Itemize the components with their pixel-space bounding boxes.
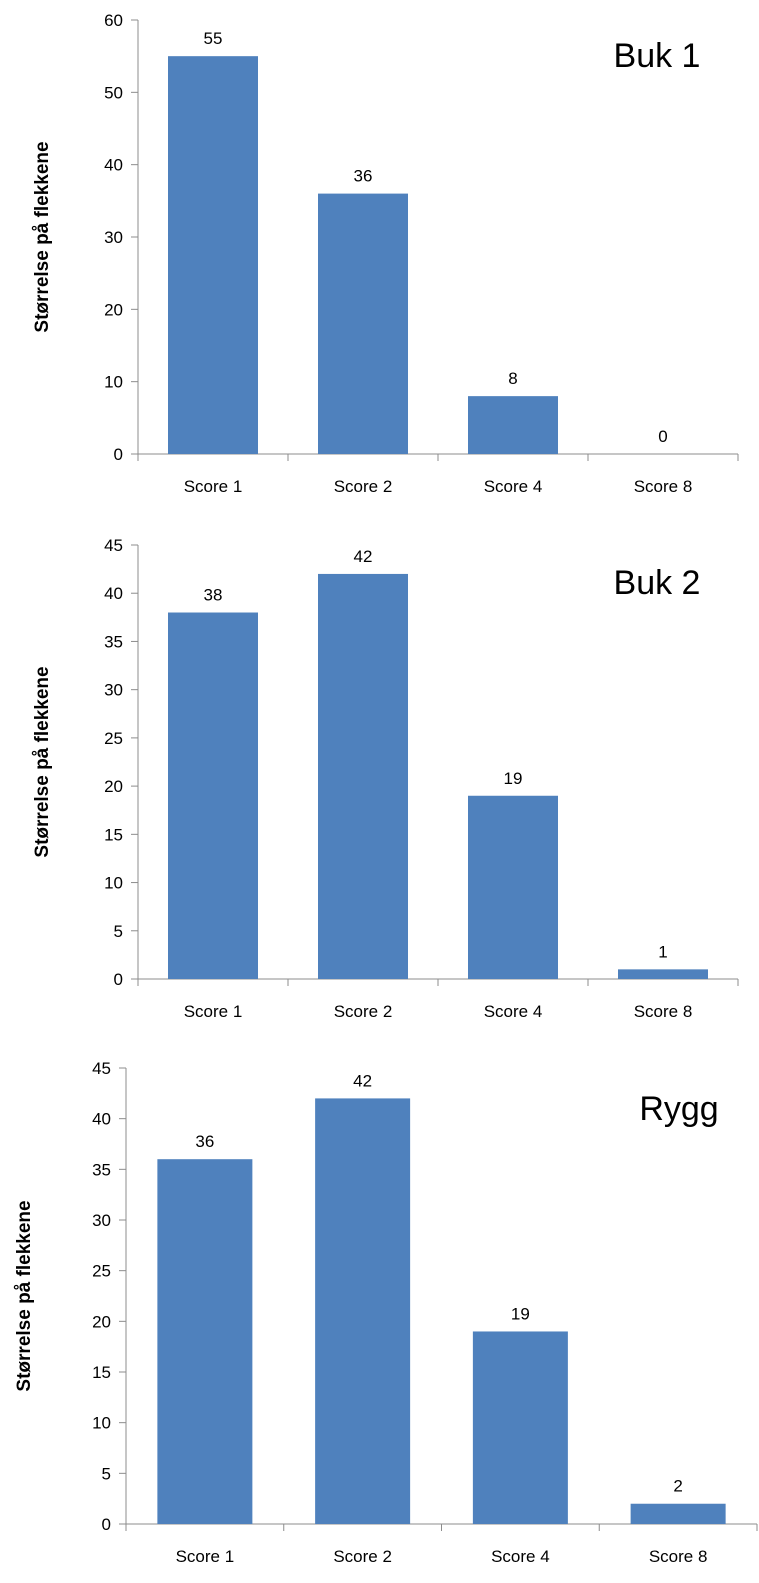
data-label: 19 [504,769,523,788]
y-tick-label: 20 [104,300,123,319]
data-label: 8 [508,369,517,388]
bar [468,795,558,979]
y-tick-label: 30 [104,228,123,247]
data-label: 36 [195,1132,214,1151]
y-tick-label: 50 [104,83,123,102]
y-tick-label: 35 [104,632,123,651]
x-tick-label: Score 1 [176,1547,235,1566]
data-label: 42 [354,547,373,566]
x-tick-label: Score 2 [334,1002,393,1021]
y-axis-title: Størrelse på flekkene [32,666,53,857]
bar [318,573,408,979]
y-tick-label: 45 [104,536,123,555]
chart-title: Buk 2 [614,564,701,602]
y-tick-label: 60 [104,11,123,30]
y-tick-label: 30 [92,1211,111,1230]
data-label: 1 [658,942,667,961]
chart-title: Rygg [639,1090,718,1128]
data-label: 42 [353,1071,372,1090]
y-tick-label: 5 [102,1464,111,1483]
y-tick-label: 10 [104,373,123,392]
data-label: 19 [511,1304,530,1323]
bar [318,193,408,454]
x-tick-label: Score 8 [649,1547,708,1566]
y-tick-label: 45 [92,1059,111,1078]
y-tick-label: 15 [104,825,123,844]
y-tick-label: 10 [92,1414,111,1433]
y-tick-label: 0 [102,1515,111,1534]
bar [630,1503,726,1524]
y-tick-label: 10 [104,874,123,893]
y-tick-label: 25 [104,729,123,748]
y-tick-label: 40 [104,156,123,175]
x-tick-label: Score 1 [184,1002,243,1021]
bar [472,1331,568,1524]
y-tick-label: 25 [92,1262,111,1281]
y-axis-title: Størrelse på flekkene [14,1200,35,1391]
bar [168,56,258,455]
x-tick-label: Score 4 [491,1547,550,1566]
y-tick-label: 15 [92,1363,111,1382]
y-tick-label: 35 [92,1160,111,1179]
bar [618,969,708,979]
x-tick-label: Score 8 [634,477,693,496]
y-tick-label: 40 [92,1110,111,1129]
x-tick-label: Score 4 [484,1002,543,1021]
y-tick-label: 5 [114,922,123,941]
x-tick-label: Score 8 [634,1002,693,1021]
chart-title: Buk 1 [614,37,701,75]
x-tick-label: Score 4 [484,477,543,496]
y-tick-label: 30 [104,681,123,700]
bar [315,1098,411,1524]
x-tick-label: Score 2 [334,477,393,496]
y-tick-label: 0 [114,970,123,989]
y-axis-title: Størrelse på flekkene [32,141,53,332]
bar [468,396,558,454]
y-tick-label: 40 [104,584,123,603]
data-label: 38 [204,586,223,605]
y-tick-label: 20 [92,1312,111,1331]
y-tick-label: 0 [114,445,123,464]
data-label: 2 [673,1477,682,1496]
bar [168,612,258,979]
data-label: 36 [354,167,373,186]
data-label: 0 [658,427,667,446]
x-tick-label: Score 2 [333,1547,392,1566]
bar [157,1159,253,1524]
x-tick-label: Score 1 [184,477,243,496]
data-label: 55 [204,29,223,48]
y-tick-label: 20 [104,777,123,796]
